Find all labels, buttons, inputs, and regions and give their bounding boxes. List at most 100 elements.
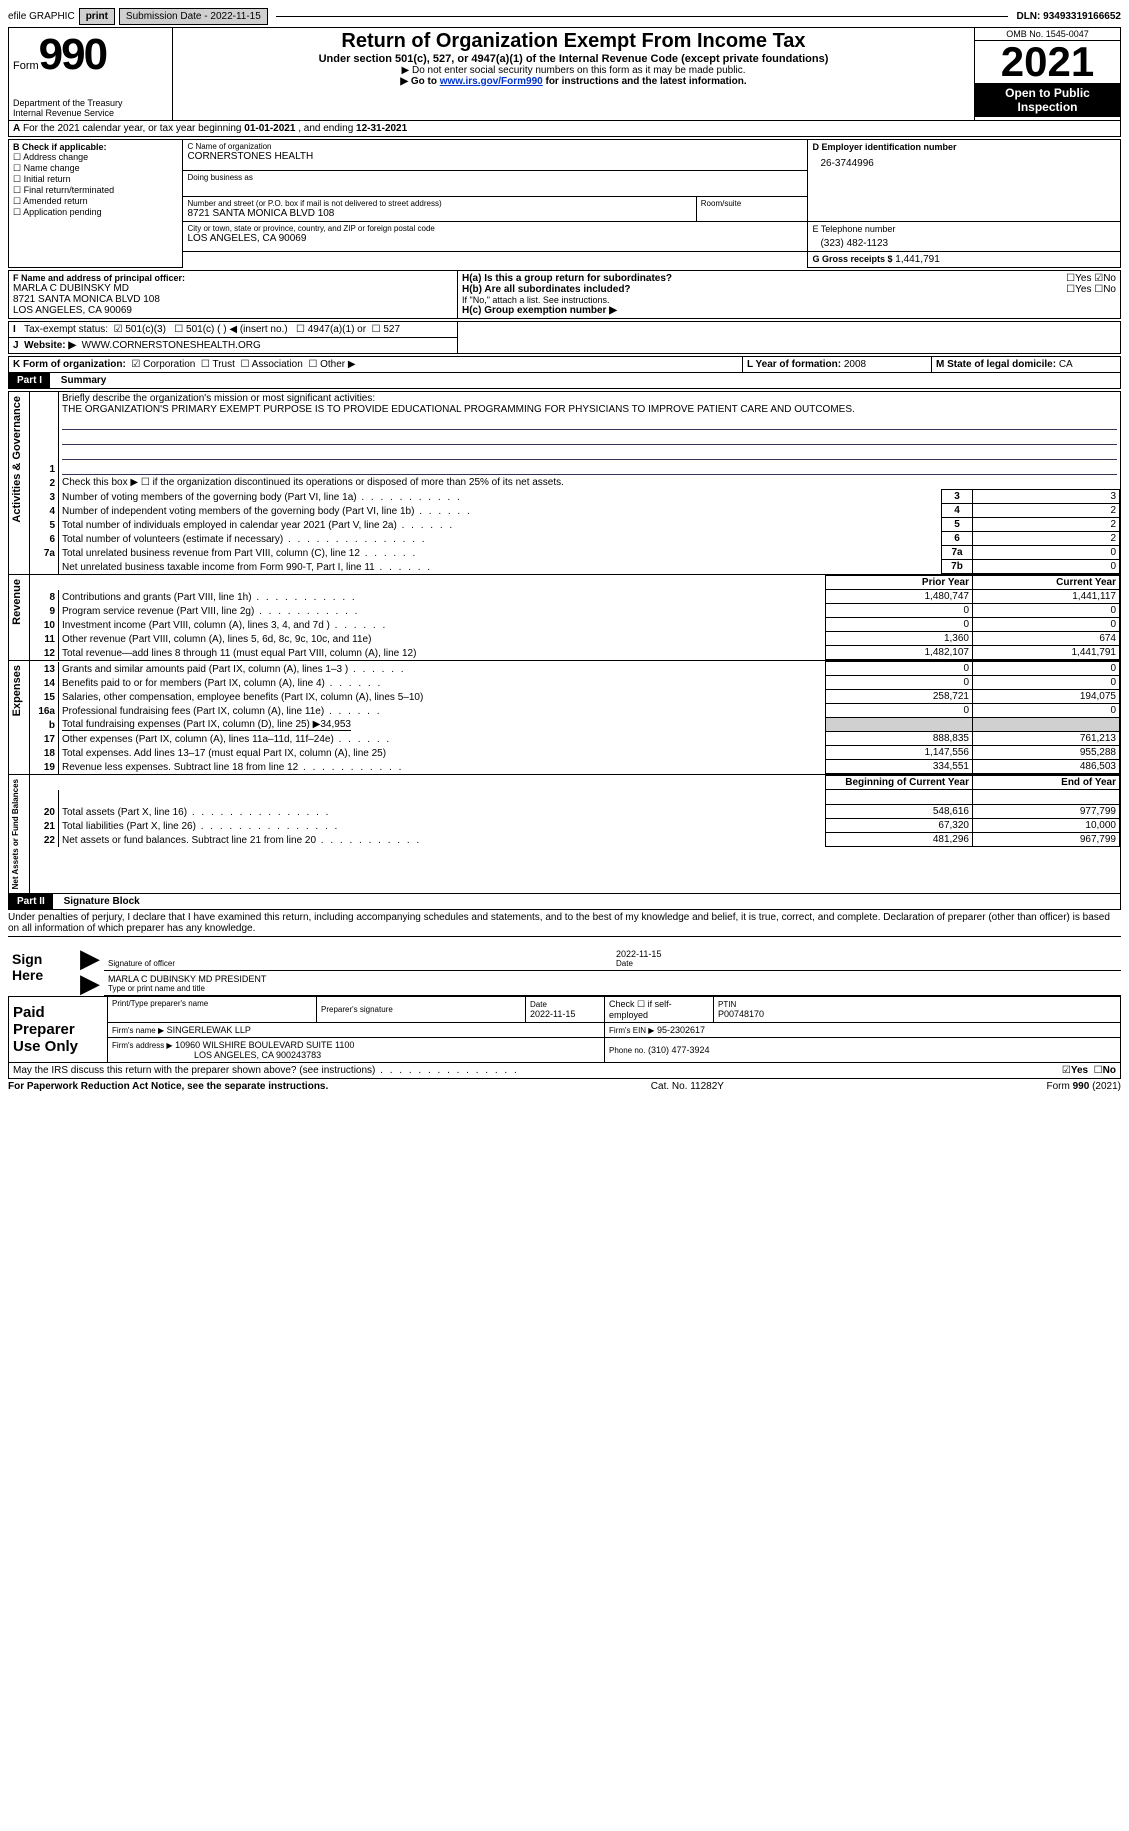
opt-corp[interactable]: Corporation: [143, 359, 195, 370]
topbar-rule: [276, 16, 1009, 17]
pra-notice: For Paperwork Reduction Act Notice, see …: [8, 1081, 328, 1092]
opt-app-pending[interactable]: ☐ Application pending: [13, 207, 178, 218]
sign-here-label: Sign Here: [8, 937, 76, 996]
opt-assoc[interactable]: Association: [252, 359, 303, 370]
sig-officer-label: Signature of officer: [108, 959, 608, 968]
entity-info-2: F Name and address of principal officer:…: [8, 270, 1121, 319]
firm-addr1: 10960 WILSHIRE BOULEVARD SUITE 1100: [175, 1040, 354, 1050]
line-i: I Tax-exempt status: ☑ 501(c)(3) ☐ 501(c…: [9, 322, 458, 338]
box-c-room: Room/suite: [696, 197, 808, 222]
h-a-yes[interactable]: Yes: [1075, 273, 1091, 284]
firm-name-label: Firm's name ▶: [112, 1026, 164, 1035]
title-cell: Return of Organization Exempt From Incom…: [173, 28, 975, 121]
form-subtitle: Under section 501(c), 527, or 4947(a)(1)…: [177, 53, 970, 65]
tax-status-label: Tax-exempt status:: [24, 324, 108, 335]
mission-label: Briefly describe the organization's miss…: [62, 393, 375, 404]
gov-row-3: 3Number of voting members of the governi…: [30, 490, 1120, 504]
exp-row-19: 19Revenue less expenses. Subtract line 1…: [30, 760, 1120, 774]
line-a: A For the 2021 calendar year, or tax yea…: [8, 121, 1121, 137]
opt-name-change[interactable]: ☐ Name change: [13, 163, 178, 174]
gov-row-4: 4Number of independent voting members of…: [30, 504, 1120, 518]
line-l: L Year of formation: 2008: [743, 357, 932, 373]
box-c-city: City or town, state or province, country…: [183, 222, 808, 252]
print-button[interactable]: print: [79, 8, 115, 25]
opt-other[interactable]: Other ▶: [320, 359, 355, 370]
officer-label: F Name and address of principal officer:: [13, 273, 453, 283]
exp-row-16b: bTotal fundraising expenses (Part IX, co…: [30, 718, 1120, 732]
opt-4947[interactable]: 4947(a)(1) or: [308, 324, 366, 335]
box-b-title: B Check if applicable:: [13, 142, 178, 152]
box-h: H(a) Is this a group return for subordin…: [458, 271, 1121, 319]
rev-row-10: 10Investment income (Part VIII, column (…: [30, 618, 1120, 632]
h-c-label: H(c) Group exemption number ▶: [462, 305, 617, 316]
opt-address-change[interactable]: ☐ Address change: [13, 152, 178, 163]
type-name-label: Type or print name and title: [108, 984, 1117, 993]
prep-date: 2022-11-15: [530, 1009, 600, 1019]
ptin-label: PTIN: [718, 1000, 1116, 1009]
h-b-yes[interactable]: Yes: [1075, 284, 1091, 295]
prep-sig-label: Preparer's signature: [321, 1005, 521, 1014]
year-begin: 01-01-2021: [244, 123, 295, 134]
tax-year: 2021: [975, 41, 1120, 83]
vlabel-governance: Activities & Governance: [9, 392, 25, 527]
box-c-street: Number and street (or P.O. box if mail i…: [183, 197, 696, 222]
exp-row-14: 14Benefits paid to or for members (Part …: [30, 676, 1120, 690]
room-label: Room/suite: [701, 199, 804, 208]
col-eoy: End of Year: [973, 776, 1120, 790]
rev-row-11: 11Other revenue (Part VIII, column (A), …: [30, 632, 1120, 646]
domicile-label: M State of legal domicile:: [936, 359, 1056, 370]
gross-value: 1,441,791: [895, 254, 940, 265]
year-cell: OMB No. 1545-0047 2021 Open to Public In…: [975, 28, 1121, 121]
discuss-no[interactable]: No: [1103, 1065, 1116, 1076]
box-g: G Gross receipts $ 1,441,791: [808, 252, 1121, 268]
discuss-yes[interactable]: Yes: [1071, 1065, 1088, 1076]
line-k-l-m: K Form of organization: ☑ Corporation ☐ …: [8, 356, 1121, 373]
part-ii-badge: Part II: [9, 894, 53, 909]
box-f: F Name and address of principal officer:…: [9, 271, 458, 319]
self-employed[interactable]: Check ☐ if self-employed: [605, 997, 714, 1023]
firm-addr-label: Firm's address ▶: [112, 1041, 173, 1050]
prep-name-label: Print/Type preparer's name: [112, 999, 312, 1008]
gov-row-7b: Net unrelated business taxable income fr…: [30, 560, 1120, 574]
footer-form-num: 990: [1073, 1081, 1090, 1092]
col-boy: Beginning of Current Year: [826, 776, 973, 790]
goto-notice: ▶ Go to www.irs.gov/Form990 for instruct…: [177, 76, 970, 87]
vlabel-expenses: Expenses: [9, 661, 25, 720]
h-a-no[interactable]: No: [1103, 273, 1116, 284]
gov-row-5: 5Total number of individuals employed in…: [30, 518, 1120, 532]
rev-row-8: 8Contributions and grants (Part VIII, li…: [30, 590, 1120, 604]
box-b: B Check if applicable: ☐ Address change …: [9, 140, 183, 268]
net-row-20: 20Total assets (Part X, line 16)548,6169…: [30, 805, 1120, 819]
opt-final-return[interactable]: ☐ Final return/terminated: [13, 185, 178, 196]
exp-row-13: 13Grants and similar amounts paid (Part …: [30, 662, 1120, 676]
part-i-title: Summary: [61, 375, 107, 386]
line-j: J Website: ▶ WWW.CORNERSTONESHEALTH.ORG: [9, 338, 458, 354]
net-row-22: 22Net assets or fund balances. Subtract …: [30, 833, 1120, 847]
form-number: 990: [39, 30, 106, 79]
opt-initial-return[interactable]: ☐ Initial return: [13, 174, 178, 185]
opt-501c3[interactable]: 501(c)(3): [125, 324, 166, 335]
opt-trust[interactable]: Trust: [212, 359, 234, 370]
opt-amended-return[interactable]: ☐ Amended return: [13, 196, 178, 207]
opt-527[interactable]: 527: [383, 324, 400, 335]
ein-value: 26-3744996: [820, 158, 1116, 169]
ptin-value: P00748170: [718, 1009, 1116, 1019]
revenue-table: Prior YearCurrent Year 8Contributions an…: [30, 575, 1120, 660]
netassets-table: Beginning of Current YearEnd of Year 20T…: [30, 775, 1120, 847]
dba-label: Doing business as: [187, 173, 803, 182]
line-i-j: I Tax-exempt status: ☑ 501(c)(3) ☐ 501(c…: [8, 321, 1121, 354]
governance-table: 1 Briefly describe the organization's mi…: [30, 392, 1120, 574]
phone-value: (323) 482-1123: [820, 238, 1116, 249]
opt-501c[interactable]: 501(c) ( ) ◀ (insert no.): [186, 324, 288, 335]
officer-printed-name: MARLA C DUBINSKY MD PRESIDENT: [108, 974, 1117, 984]
form-title: Return of Organization Exempt From Incom…: [177, 30, 970, 53]
firm-ein-label: Firm's EIN ▶: [609, 1026, 654, 1035]
vlabel-netassets: Net Assets or Fund Balances: [9, 775, 22, 893]
exp-row-15: 15Salaries, other compensation, employee…: [30, 690, 1120, 704]
submission-date: Submission Date - 2022-11-15: [119, 8, 268, 25]
line-k: K Form of organization: ☑ Corporation ☐ …: [9, 357, 743, 373]
irs-label: Internal Revenue Service: [13, 108, 168, 118]
h-b-no[interactable]: No: [1103, 284, 1116, 295]
irs-link[interactable]: www.irs.gov/Form990: [440, 76, 543, 87]
website-value: WWW.CORNERSTONESHEALTH.ORG: [82, 340, 261, 351]
